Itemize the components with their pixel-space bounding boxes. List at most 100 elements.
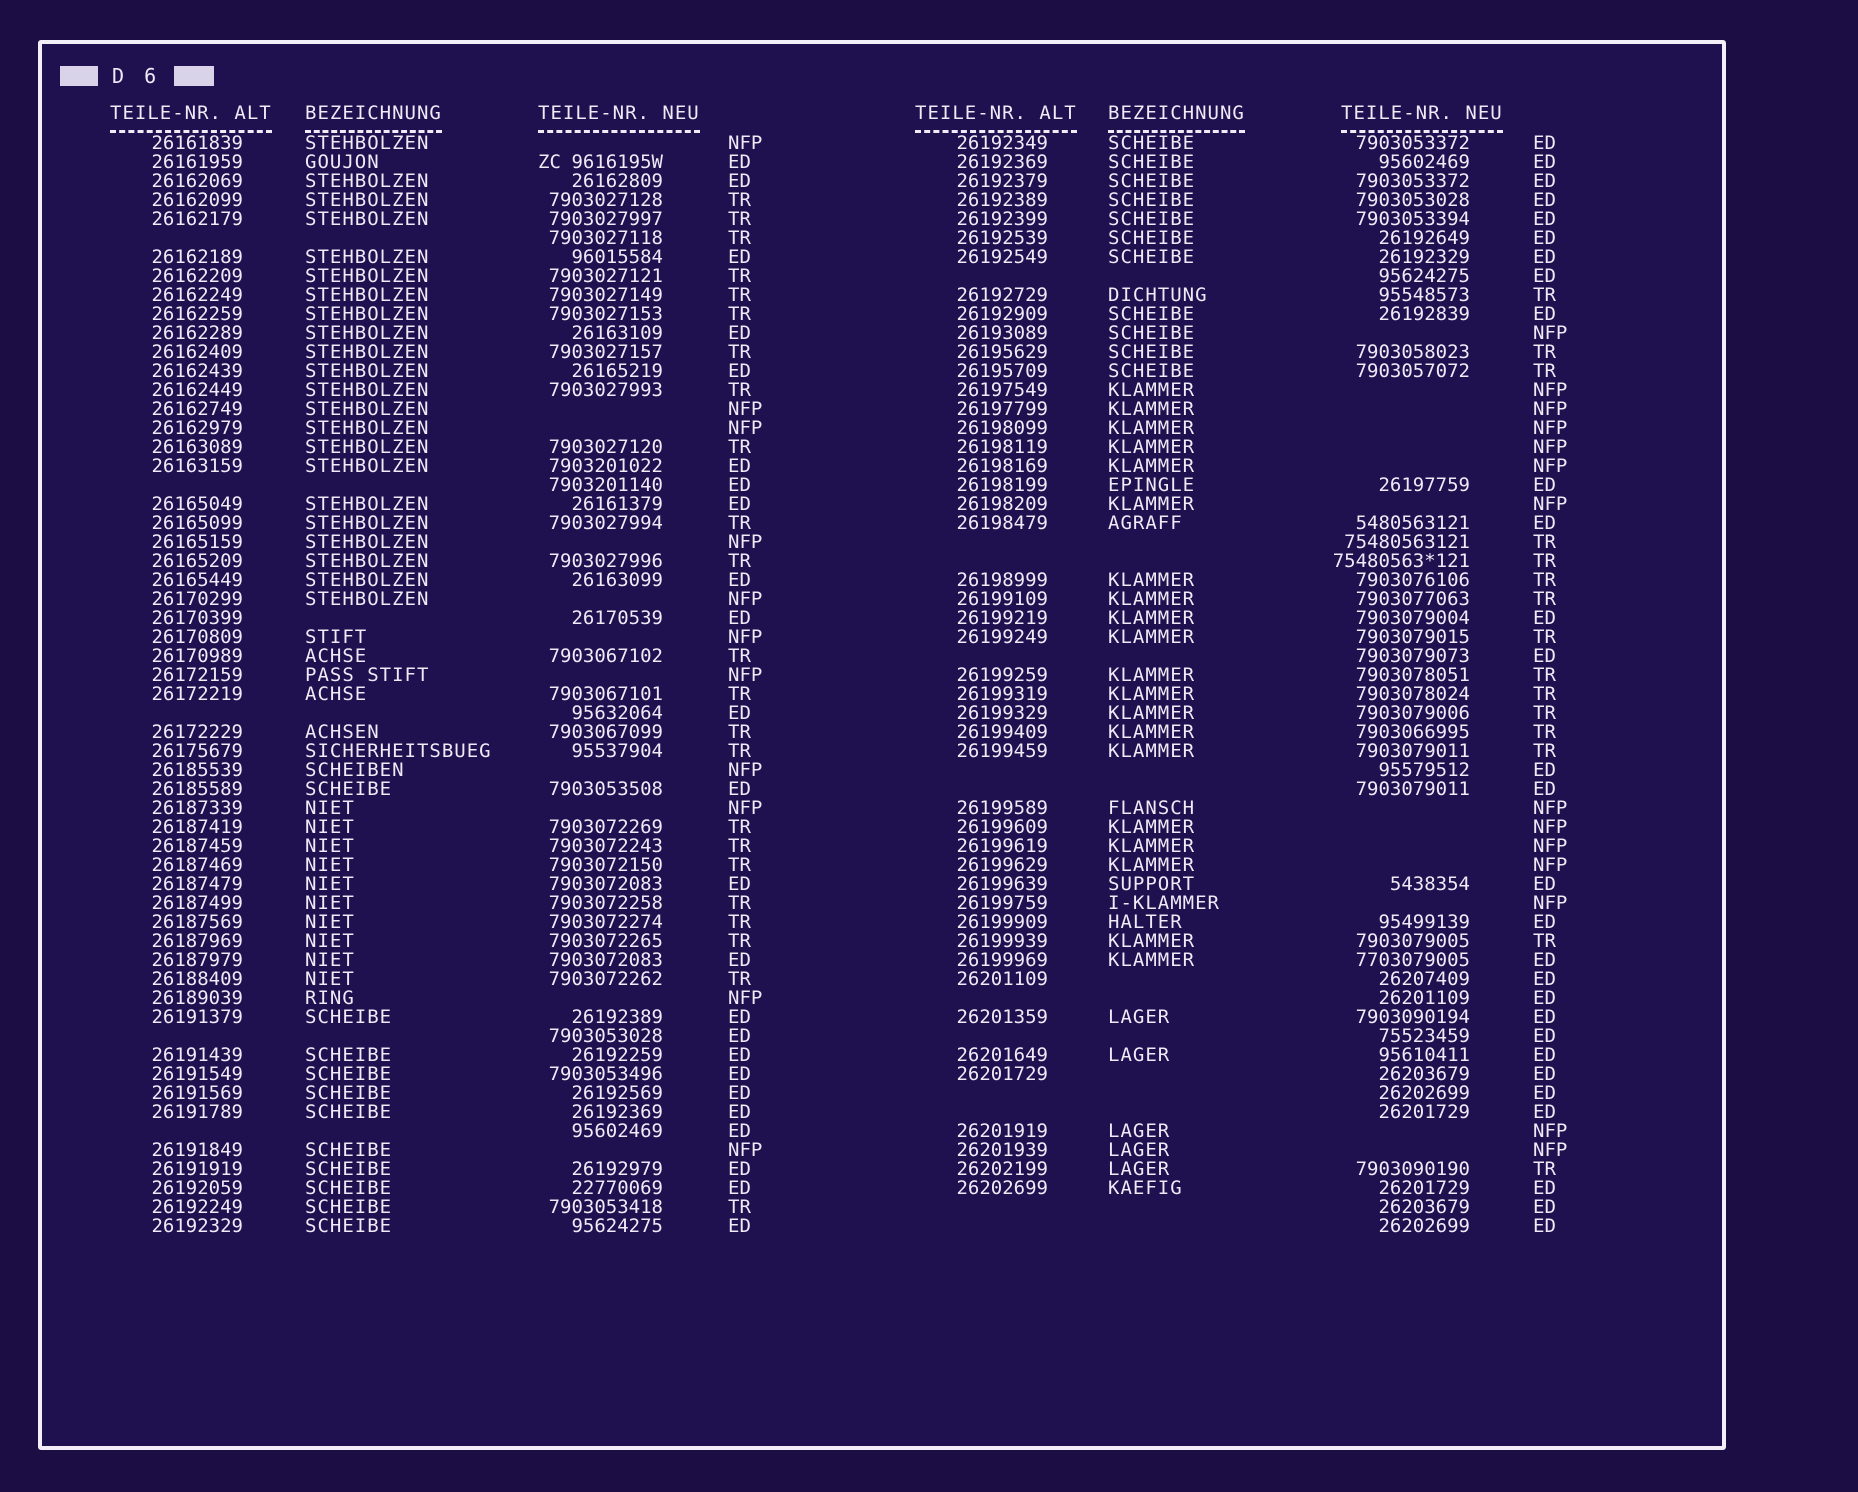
status-code: ED xyxy=(728,873,751,895)
status-code: ED xyxy=(728,569,751,591)
part-number-new: 7903079073 xyxy=(1355,645,1470,667)
part-number-new: 7903027157 xyxy=(548,341,663,363)
part-number-old: 26199459 xyxy=(956,740,1048,762)
part-number-new: 7903072265 xyxy=(548,930,663,952)
part-number-old: 26198099 xyxy=(956,417,1048,439)
status-code: TR xyxy=(728,930,751,952)
part-number-new: 7903053508 xyxy=(548,778,663,800)
part-number-new: 26201729 xyxy=(1378,1101,1470,1123)
status-code: TR xyxy=(728,835,751,857)
status-code: TR xyxy=(728,550,751,572)
status-code: TR xyxy=(728,721,751,743)
status-code: NFP xyxy=(1533,892,1568,914)
status-code: ED xyxy=(1533,778,1556,800)
part-description: STEHBOLZEN xyxy=(305,379,430,401)
status-code: TR xyxy=(1533,664,1556,686)
part-number-new: 7903053394 xyxy=(1355,208,1470,230)
status-code: ED xyxy=(1533,911,1556,933)
part-number-new: 7903058023 xyxy=(1355,341,1470,363)
part-number-old: 26162259 xyxy=(151,303,243,325)
part-number-new: 95602469 xyxy=(1378,151,1470,173)
part-number-new: 26192649 xyxy=(1378,227,1470,249)
part-description: SUPPORT xyxy=(1108,873,1196,895)
status-code: NFP xyxy=(728,759,763,781)
part-number-old: 26202699 xyxy=(956,1177,1048,1199)
part-number-new: 7903066995 xyxy=(1355,721,1470,743)
status-code: ED xyxy=(1533,512,1556,534)
part-description: PASS STIFT xyxy=(305,664,430,686)
part-number-new: 7903067101 xyxy=(548,683,663,705)
part-number-old: 26201919 xyxy=(956,1120,1048,1142)
part-description: STEHBOLZEN xyxy=(305,170,430,192)
status-code: TR xyxy=(728,265,751,287)
part-number-new: 75523459 xyxy=(1378,1025,1470,1047)
part-number-new: 7903027121 xyxy=(548,265,663,287)
status-code: ED xyxy=(1533,170,1556,192)
part-description: STEHBOLZEN xyxy=(305,208,430,230)
part-description: STEHBOLZEN xyxy=(305,531,430,553)
status-code: TR xyxy=(1533,740,1556,762)
part-description: SCHEIBE xyxy=(1108,151,1196,173)
part-number-old: 26199639 xyxy=(956,873,1048,895)
part-number-old: 26187499 xyxy=(151,892,243,914)
part-number-old: 26199109 xyxy=(956,588,1048,610)
status-code: NFP xyxy=(1533,493,1568,515)
status-code: ED xyxy=(1533,1082,1556,1104)
part-description: SCHEIBE xyxy=(1108,170,1196,192)
part-number-old: 26188409 xyxy=(151,968,243,990)
part-description: KLAMMER xyxy=(1108,607,1196,629)
part-number-old: 26198169 xyxy=(956,455,1048,477)
status-code: TR xyxy=(728,740,751,762)
part-number-new: 7903072083 xyxy=(548,873,663,895)
part-number-old: 26187479 xyxy=(151,873,243,895)
part-number-old: 26201359 xyxy=(956,1006,1048,1028)
part-number-new: 7703079005 xyxy=(1355,949,1470,971)
status-code: NFP xyxy=(1533,322,1568,344)
status-code: NFP xyxy=(728,626,763,648)
part-number-old: 26199409 xyxy=(956,721,1048,743)
part-description: LAGER xyxy=(1108,1158,1171,1180)
status-code: ED xyxy=(1533,151,1556,173)
part-description: KLAMMER xyxy=(1108,835,1196,857)
part-number-new: 95602469 xyxy=(571,1120,663,1142)
part-description: NIET xyxy=(305,968,355,990)
part-number-old: 26187969 xyxy=(151,930,243,952)
status-code: ED xyxy=(1533,1196,1556,1218)
part-number-old: 26187979 xyxy=(151,949,243,971)
status-code: ED xyxy=(1533,1215,1556,1237)
part-description: I-KLAMMER xyxy=(1108,892,1220,914)
status-code: TR xyxy=(728,303,751,325)
status-code: ED xyxy=(728,246,751,268)
part-number-old: 26191919 xyxy=(151,1158,243,1180)
status-code: ED xyxy=(728,949,751,971)
part-number-new: 7903053028 xyxy=(548,1025,663,1047)
part-number-old: 26201649 xyxy=(956,1044,1048,1066)
part-number-old: 26172229 xyxy=(151,721,243,743)
status-code: TR xyxy=(1533,550,1556,572)
part-number-old: 26192249 xyxy=(151,1196,243,1218)
part-description: STEHBOLZEN xyxy=(305,455,430,477)
part-number-new: 7903072258 xyxy=(548,892,663,914)
part-number-new: 7903053372 xyxy=(1355,132,1470,154)
status-code: TR xyxy=(728,189,751,211)
part-number-new: 26192329 xyxy=(1378,246,1470,268)
part-description: SCHEIBE xyxy=(1108,322,1196,344)
part-description: SCHEIBE xyxy=(1108,132,1196,154)
part-number-old: 26162099 xyxy=(151,189,243,211)
status-code: TR xyxy=(728,854,751,876)
part-number-new: 96015584 xyxy=(571,246,663,268)
part-description: ACHSE xyxy=(305,683,368,705)
part-number-old: 26175679 xyxy=(151,740,243,762)
part-description: STEHBOLZEN xyxy=(305,132,430,154)
part-number-old: 26192059 xyxy=(151,1177,243,1199)
part-description: KLAMMER xyxy=(1108,398,1196,420)
part-number-old: 26191549 xyxy=(151,1063,243,1085)
part-description: KLAMMER xyxy=(1108,588,1196,610)
status-code: TR xyxy=(1533,721,1556,743)
part-number-old: 26197549 xyxy=(956,379,1048,401)
part-description: SCHEIBE xyxy=(305,1006,393,1028)
part-number-new: 7903072150 xyxy=(548,854,663,876)
part-number-new: 5438354 xyxy=(1389,873,1470,895)
part-description: LAGER xyxy=(1108,1139,1171,1161)
part-description: SCHEIBE xyxy=(305,1101,393,1123)
